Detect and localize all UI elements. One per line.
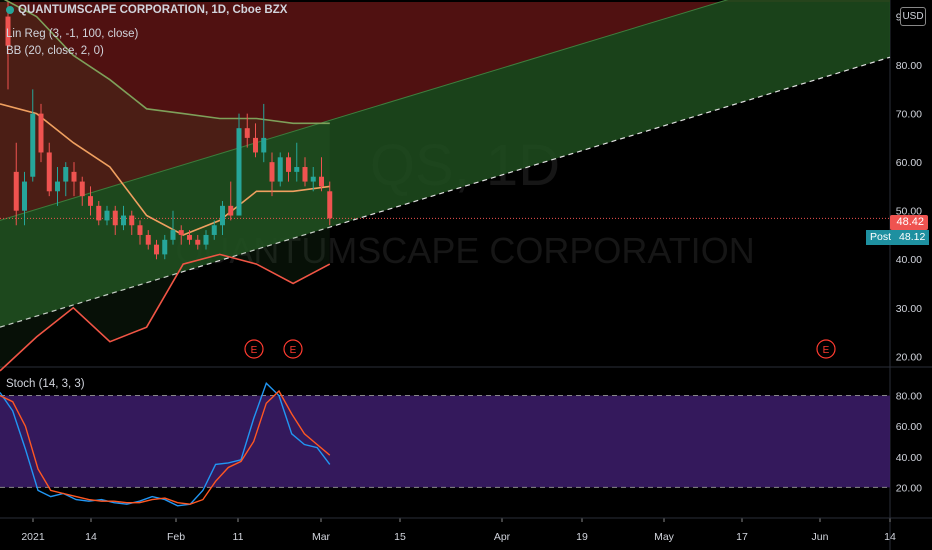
- candle-body: [162, 239, 168, 255]
- time-tick-label: 14: [884, 531, 896, 543]
- candle-body: [13, 171, 19, 211]
- bb-basis-line: [0, 103, 330, 236]
- candle-body: [154, 244, 159, 255]
- price-tick-label: 60.00: [896, 157, 922, 169]
- channel-upper-line: [0, 0, 729, 221]
- time-tick-label: Apr: [494, 531, 511, 543]
- time-tick-label: 15: [394, 531, 406, 543]
- candle-body: [236, 128, 242, 216]
- channel-upper-fill: [0, 0, 890, 221]
- candle-body: [277, 157, 283, 182]
- candle-body: [22, 181, 27, 211]
- channel-lower-line: [0, 56, 891, 328]
- candle-body: [104, 210, 110, 221]
- price-tick-label: 70.00: [896, 109, 922, 121]
- earnings-marker-label: E: [823, 345, 830, 356]
- candle-body: [286, 157, 291, 172]
- stochastic-panel: [0, 382, 890, 507]
- time-tick-label: 11: [233, 531, 244, 543]
- price-tick-label: 50.00: [896, 206, 922, 218]
- candle-body: [327, 191, 333, 219]
- candle-body: [55, 181, 60, 192]
- candle-body: [261, 137, 267, 153]
- candle-body: [5, 16, 11, 46]
- post-label: Post: [866, 230, 896, 245]
- stoch-k-line: [0, 382, 331, 507]
- stoch-tick-label: 80.00: [896, 391, 922, 403]
- earnings-marker-label: E: [251, 345, 258, 356]
- earnings-marker-icon: [283, 339, 303, 359]
- time-tick-label: Feb: [167, 531, 185, 543]
- candle-body: [220, 205, 225, 226]
- candle-body: [269, 162, 275, 182]
- legend-symbol[interactable]: QUANTUMSCAPE CORPORATION, 1D, Cboe BZX: [6, 4, 287, 16]
- price-tick-label: 40.00: [896, 254, 922, 266]
- stoch-tick-label: 40.00: [896, 452, 922, 464]
- legend-linreg[interactable]: Lin Reg (3, -1, 100, close): [6, 28, 139, 40]
- time-tick-label: May: [654, 531, 675, 543]
- candle-body: [30, 113, 36, 177]
- earnings-marker-label: E: [290, 345, 297, 356]
- candle-body: [63, 167, 69, 182]
- post-value: 48.12: [895, 230, 930, 245]
- candle-body: [96, 205, 102, 221]
- candles: [5, 2, 333, 260]
- candle-body: [88, 196, 93, 206]
- price-tick-label: 30.00: [896, 303, 922, 315]
- candle-body: [253, 137, 258, 153]
- candle-body: [310, 176, 316, 182]
- candle-body: [244, 128, 250, 138]
- candle-body: [178, 230, 184, 235]
- legend-stoch[interactable]: Stoch (14, 3, 3): [6, 378, 85, 390]
- candle-body: [46, 152, 52, 192]
- stoch-tick-label: 20.00: [896, 482, 922, 494]
- price-tick-label: 20.00: [896, 351, 922, 363]
- candle-body: [79, 181, 85, 197]
- candle-body: [302, 167, 308, 182]
- last-price-tag: 48.42: [890, 215, 928, 230]
- earnings-marker-icon: [244, 339, 264, 359]
- candle-body: [129, 215, 135, 226]
- earnings-marker-icon: [816, 339, 836, 359]
- candle-body: [38, 113, 44, 153]
- candle-body: [195, 239, 201, 245]
- channel-lower-fill: [0, 0, 890, 328]
- time-tick-label: Jun: [812, 531, 829, 543]
- candle-body: [228, 205, 234, 216]
- stoch-d-line: [0, 389, 331, 505]
- candle-body: [203, 234, 209, 245]
- bb-upper-line: [3, 0, 330, 125]
- symbol-line: QUANTUMSCAPE CORPORATION, 1D, Cboe BZX: [18, 4, 288, 16]
- time-tick-label: 14: [85, 531, 97, 543]
- time-tick-label: Mar: [312, 531, 331, 543]
- status-dot-icon: [6, 5, 14, 14]
- candle-body: [211, 225, 217, 235]
- time-tick-label: 2021: [21, 531, 45, 543]
- time-tick-label: 19: [576, 531, 588, 543]
- candle-body: [137, 225, 143, 235]
- stoch-tick-label: 60.00: [896, 421, 922, 433]
- bb-lower-line: [0, 253, 331, 372]
- post-market-tag: Post 48.12: [866, 230, 930, 245]
- regression-channel: [0, 0, 891, 328]
- time-tick-label: 17: [736, 531, 748, 543]
- candle-body: [187, 234, 192, 240]
- currency-button[interactable]: USD: [900, 7, 926, 26]
- candle-body: [71, 171, 77, 182]
- candle-body: [112, 210, 118, 226]
- candle-body: [319, 176, 324, 187]
- price-tick-label: 80.00: [896, 60, 922, 72]
- candle-body: [170, 230, 176, 240]
- bb-fill: [0, 0, 330, 371]
- legend-bb[interactable]: BB (20, close, 2, 0): [6, 45, 104, 57]
- candle-body: [145, 234, 151, 245]
- candle-body: [294, 167, 300, 172]
- stoch-band: [0, 395, 890, 488]
- candle-body: [121, 215, 126, 226]
